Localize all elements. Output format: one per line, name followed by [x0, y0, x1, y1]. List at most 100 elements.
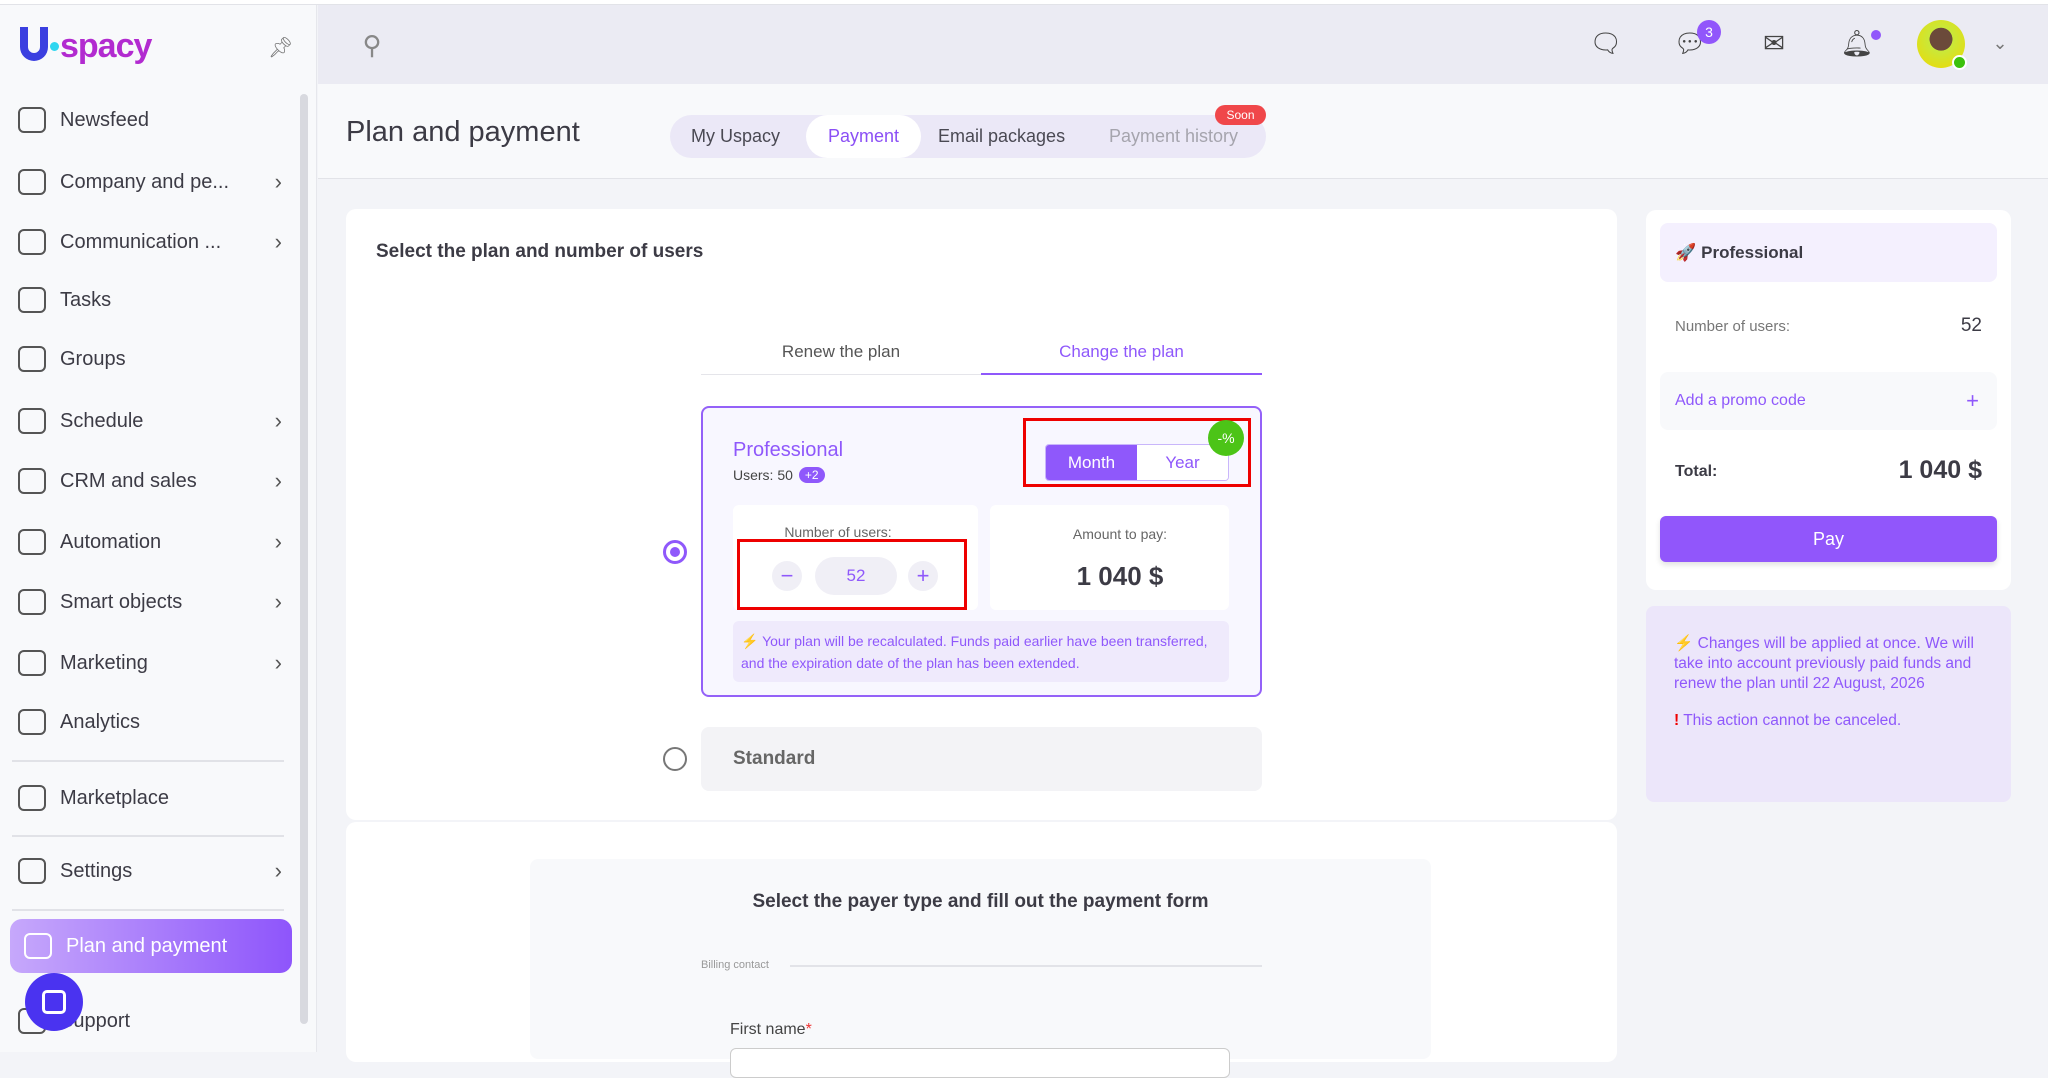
- chevron-right-icon: ›: [274, 229, 282, 254]
- search-icon[interactable]: ⚲: [362, 29, 382, 60]
- page-title: Plan and payment: [346, 116, 580, 148]
- period-month-option[interactable]: Month: [1046, 445, 1137, 480]
- promo-label: Add a promo code: [1675, 392, 1806, 409]
- pin-icon[interactable]: 📌︎: [268, 37, 294, 59]
- chevron-down-icon[interactable]: ⌄: [1992, 32, 2008, 53]
- amount-box: [990, 505, 1229, 610]
- sidebar-item-company-and-pe[interactable]: Company and pe... ›: [18, 160, 288, 204]
- sidebar-item-label: Smart objects: [60, 590, 183, 613]
- plus-icon: +: [1966, 388, 1979, 413]
- chevron-right-icon: ›: [274, 858, 282, 883]
- sidebar-divider: [12, 909, 284, 911]
- sidebar-item-tasks[interactable]: Tasks: [18, 278, 288, 322]
- sidebar-divider: [12, 760, 284, 762]
- messages-badge: 3: [1697, 20, 1721, 44]
- chevron-right-icon: ›: [274, 408, 282, 433]
- sidebar-item-label: Plan and payment: [66, 934, 228, 957]
- soon-badge: Soon: [1215, 105, 1266, 125]
- payer-form: [530, 859, 1431, 1059]
- scan-icon: [18, 589, 46, 615]
- tab-payment-history: Payment history: [1109, 126, 1239, 146]
- megaphone-icon: [18, 650, 46, 676]
- decrement-users-button[interactable]: −: [772, 561, 802, 591]
- sidebar-item-label: Automation: [60, 530, 162, 553]
- uspacy-logo[interactable]: spacy: [20, 27, 152, 66]
- professional-radio[interactable]: [663, 540, 687, 564]
- tab-change-plan[interactable]: Change the plan: [981, 330, 1262, 375]
- building-icon: [18, 169, 46, 195]
- chat-icon[interactable]: 🗨︎: [1589, 27, 1623, 58]
- communication-icon: [18, 229, 46, 255]
- database-icon: [18, 468, 46, 494]
- sidebar-item-marketplace[interactable]: Marketplace: [18, 776, 288, 820]
- summary-plan: 🚀 Professional: [1660, 223, 1997, 282]
- note-text: Your plan will be recalculated. Funds pa…: [741, 633, 1208, 671]
- warning-text: ! This action cannot be canceled.: [1674, 711, 1983, 731]
- tab-payment[interactable]: Payment: [806, 115, 922, 158]
- increment-users-button[interactable]: +: [908, 561, 938, 591]
- highlight-box: [737, 539, 967, 610]
- tab-my-uspacy[interactable]: My Uspacy: [691, 126, 781, 146]
- sidebar-item-schedule[interactable]: Schedule ›: [18, 399, 288, 443]
- sidebar-item-label: Marketplace: [60, 786, 169, 809]
- required-mark: *: [805, 1021, 812, 1038]
- sidebar-divider: [12, 835, 284, 837]
- gear-icon: [18, 858, 46, 884]
- lightning-icon: ⚡: [741, 633, 759, 649]
- sidebar-item-newsfeed[interactable]: Newsfeed: [18, 98, 288, 142]
- chevron-right-icon: ›: [274, 650, 282, 675]
- users-icon: [18, 346, 46, 372]
- warning-message: This action cannot be canceled.: [1683, 712, 1902, 729]
- sidebar-item-label: Communication ...: [60, 230, 222, 253]
- sidebar-item-settings[interactable]: Settings ›: [18, 849, 288, 893]
- mail-icon[interactable]: ✉︎: [1763, 27, 1785, 58]
- sidebar-item-label: CRM and sales: [60, 469, 197, 492]
- users-count-input[interactable]: 52: [815, 557, 897, 595]
- add-promo-code-button[interactable]: Add a promo code +: [1660, 372, 1997, 430]
- sidebar: spacy 📌︎: [0, 5, 317, 1052]
- first-name-input[interactable]: [730, 1048, 1230, 1078]
- users-extra-badge: +2: [798, 467, 825, 483]
- period-year-option[interactable]: Year: [1137, 445, 1228, 480]
- sidebar-item-label: Analytics: [60, 710, 141, 733]
- standard-plan-option[interactable]: Standard: [701, 727, 1262, 791]
- avatar[interactable]: [1917, 20, 1967, 70]
- plan-section-title: Select the plan and number of users: [376, 241, 704, 262]
- sidebar-scrollbar[interactable]: [300, 94, 308, 1024]
- chevron-right-icon: ›: [274, 169, 282, 194]
- sidebar-item-smart-objects[interactable]: Smart objects ›: [18, 580, 288, 624]
- sidebar-item-label: Tasks: [60, 288, 112, 311]
- home-icon: [18, 107, 46, 133]
- exclamation-icon: !: [1674, 712, 1680, 729]
- bell-icon[interactable]: 🔔︎: [1840, 27, 1874, 58]
- summary-info-panel: ⚡ Changes will be applied at once. We wi…: [1646, 606, 2011, 802]
- plan-name: Professional: [733, 439, 844, 461]
- amount-label: Amount to pay:: [1072, 526, 1168, 542]
- first-name-label: First name*: [730, 1021, 812, 1039]
- chat-widget-button[interactable]: [25, 973, 83, 1031]
- standard-radio[interactable]: [663, 747, 687, 771]
- notification-dot: [1871, 30, 1881, 40]
- sidebar-item-analytics[interactable]: Analytics: [18, 700, 288, 744]
- tab-email-packages[interactable]: Email packages: [938, 126, 1066, 146]
- highlight-box: [1023, 418, 1251, 487]
- pay-button[interactable]: Pay: [1660, 516, 1997, 562]
- sidebar-item-label: Schedule: [60, 409, 144, 432]
- lightning-icon: [18, 529, 46, 555]
- total-label: Total:: [1675, 463, 1718, 480]
- billing-contact-label: Billing contact: [701, 959, 769, 971]
- sidebar-item-groups[interactable]: Groups: [18, 337, 288, 381]
- section-divider: [790, 965, 1262, 967]
- tab-renew-plan[interactable]: Renew the plan: [701, 330, 981, 375]
- sidebar-item-communication[interactable]: Communication ... ›: [18, 220, 288, 264]
- chart-icon: [18, 709, 46, 735]
- calendar-icon: [18, 408, 46, 434]
- sidebar-item-marketing[interactable]: Marketing ›: [18, 641, 288, 685]
- sidebar-item-crm-and-sales[interactable]: CRM and sales ›: [18, 459, 288, 503]
- sidebar-item-automation[interactable]: Automation ›: [18, 520, 288, 564]
- check-circle-icon: [18, 287, 46, 313]
- info-text: ⚡ Changes will be applied at once. We wi…: [1674, 634, 1983, 694]
- sidebar-item-label: Company and pe...: [60, 170, 229, 193]
- sidebar-item-plan-and-payment[interactable]: Plan and payment: [10, 919, 292, 973]
- store-icon: [18, 785, 46, 811]
